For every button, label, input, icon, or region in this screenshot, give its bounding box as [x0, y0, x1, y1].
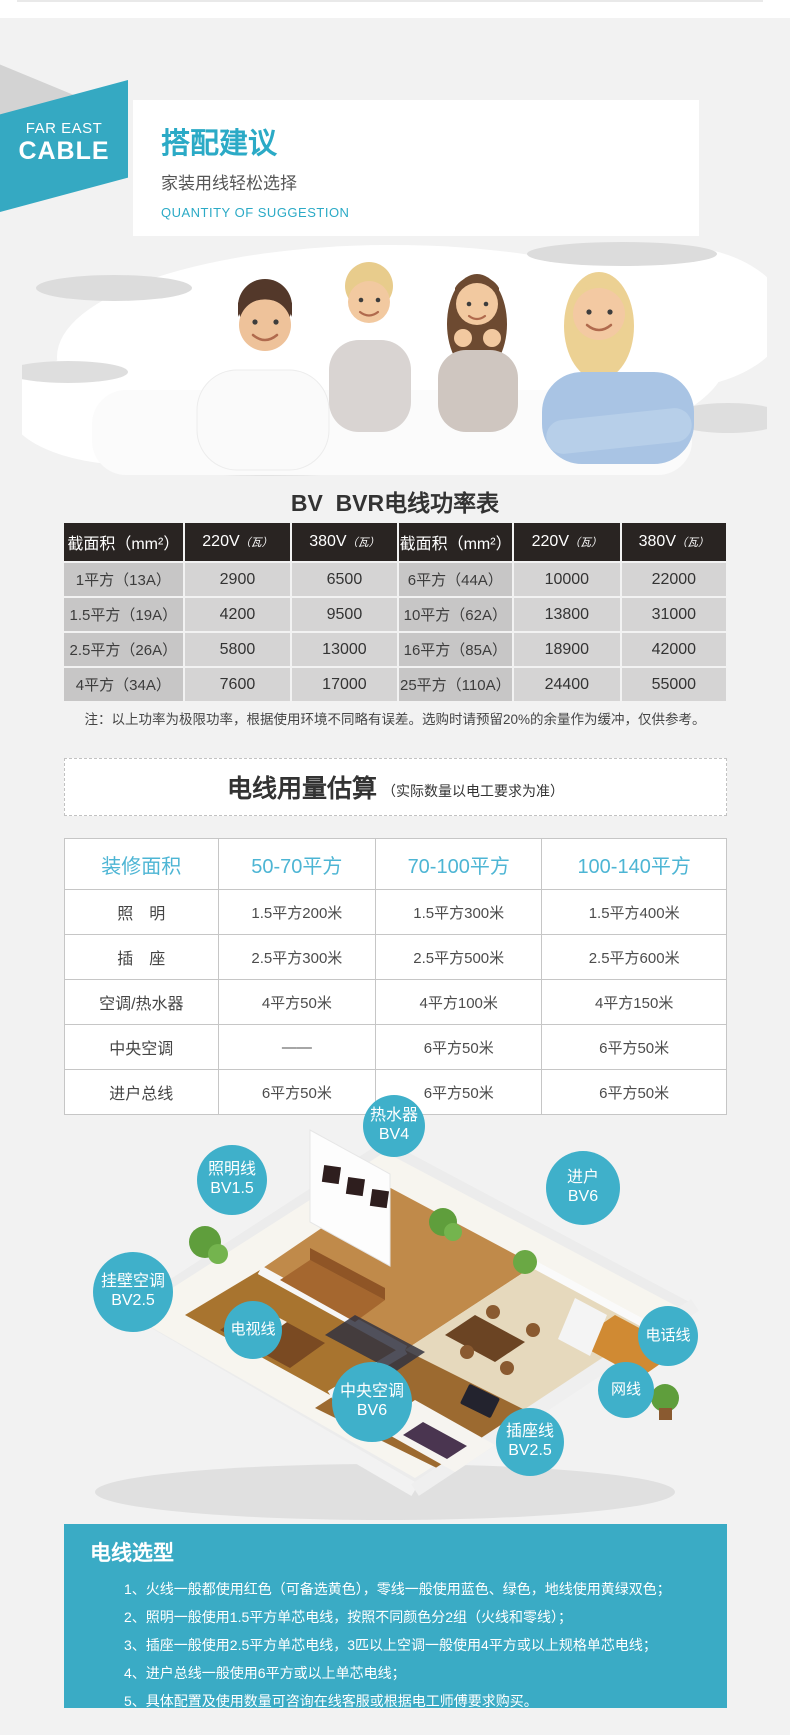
estimate-cell: 6平方50米	[541, 1024, 727, 1070]
selection-item: 2、照明一般使用1.5平方单芯电线，按照不同颜色分2组（火线和零线）；	[124, 1609, 573, 1625]
estimate-title: 电线用量估算	[226, 775, 377, 803]
badge-network-line: 网线	[598, 1362, 654, 1418]
power-value-cell: 5800	[184, 633, 291, 666]
power-col-header: 220V（瓦）	[184, 523, 291, 561]
floorplan-area: 热水器 BV4 照明线 BV1.5 进户 BV6 挂壁空调 BV2.5 电视线 电话线 网线 中央空调…	[55, 1095, 735, 1530]
power-value-cell: 31000	[621, 598, 726, 631]
estimate-cell: 4平方100米	[375, 979, 543, 1025]
power-table-row: 1.5平方（19A） 4200 9500 10平方（62A） 13800 31000	[64, 598, 726, 631]
power-col-header: 截面积（mm²）	[64, 523, 183, 561]
estimate-cell: 4平方150米	[541, 979, 727, 1025]
power-col-header: 380V（瓦）	[621, 523, 726, 561]
page-subtitle: 家装用线轻松选择	[161, 174, 297, 193]
estimate-cell: 进户总线	[64, 1069, 219, 1115]
selection-item: 1、火线一般都使用红色（可备选黄色），零线一般使用蓝色、绿色，地线使用黄绿双色；	[124, 1581, 671, 1597]
power-table-row: 4平方（34A） 7600 17000 25平方（110A） 24400 55000	[64, 668, 726, 701]
estimate-cell: ——	[217, 1024, 377, 1070]
page-tagline: QUANTITY OF SUGGESTION	[161, 205, 350, 220]
estimate-cell: 1.5平方400米	[541, 889, 727, 935]
badge-lighting: 照明线 BV1.5	[197, 1145, 267, 1215]
estimate-table-row: 空调/热水器 4平方50米 4平方100米 4平方150米	[64, 979, 727, 1025]
wire-selection-title: 电线选型	[90, 1542, 174, 1565]
estimate-table-row: 中央空调 —— 6平方50米 6平方50米	[64, 1024, 727, 1070]
power-value-cell: 13800	[514, 598, 620, 631]
wire-selection-box: 电线选型 1、火线一般都使用红色（可备选黄色），零线一般使用蓝色、绿色，地线使用…	[64, 1524, 727, 1709]
estimate-cell: 照 明	[64, 889, 219, 935]
power-header-row: 截面积（mm²） 220V（瓦） 380V（瓦） 截面积（mm²） 220V（瓦） 380…	[64, 523, 726, 561]
estimate-cell: 2.5平方500米	[375, 934, 543, 980]
power-value-cell: 22000	[621, 563, 726, 596]
power-section-cell: 2.5平方（26A）	[64, 633, 183, 666]
estimate-cell: 2.5平方300米	[217, 934, 377, 980]
top-divider	[17, 0, 763, 2]
estimate-cell: 6平方50米	[541, 1069, 727, 1115]
power-table-row: 2.5平方（26A） 5800 13000 16平方（85A） 18900 42000	[64, 633, 726, 666]
power-section-cell: 1平方（13A）	[64, 563, 183, 596]
power-table: 截面积（mm²） 220V（瓦） 380V（瓦） 截面积（mm²） 220V（瓦） 380…	[62, 521, 728, 703]
estimate-header-row: 装修面积 50-70平方 70-100平方 100-140平方	[64, 838, 727, 890]
family-photo-illustration	[22, 242, 767, 476]
badge-tv-line: 电视线	[224, 1301, 282, 1359]
estimate-table: 装修面积 50-70平方 70-100平方 100-140平方 照 明 1.5平方200…	[64, 838, 727, 1115]
power-value-cell: 55000	[621, 668, 726, 701]
estimate-cell: 4平方50米	[217, 979, 377, 1025]
power-value-cell: 24400	[514, 668, 620, 701]
selection-item: 3、插座一般使用2.5平方单芯电线，3匹以上空调一般使用4平方或以上规格单芯电线…	[124, 1637, 657, 1653]
power-value-cell: 9500	[292, 598, 397, 631]
power-value-cell: 7600	[184, 668, 291, 701]
power-section-cell: 10平方（62A）	[398, 598, 513, 631]
estimate-cell: 6平方50米	[375, 1024, 543, 1070]
power-col-header: 380V（瓦）	[292, 523, 397, 561]
floorplan-render	[95, 1129, 699, 1520]
power-value-cell: 18900	[514, 633, 620, 666]
estimate-col-header: 50-70平方	[217, 838, 377, 890]
estimate-cell: 中央空调	[64, 1024, 219, 1070]
wire-selection-list: 1、火线一般都使用红色（可备选黄色），零线一般使用蓝色、绿色，地线使用黄绿双色；…	[90, 1575, 703, 1715]
estimate-table-row: 插 座 2.5平方300米 2.5平方500米 2.5平方600米	[64, 934, 727, 980]
power-col-header: 220V（瓦）	[514, 523, 620, 561]
badge-water-heater: 热水器 BV4	[363, 1095, 425, 1157]
badge-wall-ac: 挂壁空调 BV2.5	[93, 1252, 173, 1332]
power-value-cell: 42000	[621, 633, 726, 666]
power-section-cell: 6平方（44A）	[398, 563, 513, 596]
power-value-cell: 4200	[184, 598, 291, 631]
brand-line2: CABLE	[18, 137, 110, 165]
power-section-cell: 16平方（85A）	[398, 633, 513, 666]
estimate-col-header: 100-140平方	[541, 838, 727, 890]
power-table-row: 1平方（13A） 2900 6500 6平方（44A） 10000 22000	[64, 563, 726, 596]
selection-item: 4、进户总线一般使用6平方或以上单芯电线；	[124, 1665, 406, 1681]
power-col-header: 截面积（mm²）	[398, 523, 513, 561]
estimate-table-row: 照 明 1.5平方200米 1.5平方300米 1.5平方400米	[64, 889, 727, 935]
estimate-col-header: 装修面积	[64, 838, 219, 890]
badge-socket-line: 插座线 BV2.5	[496, 1408, 564, 1476]
selection-item: 5、具体配置及使用数量可咨询在线客服或根据电工师傅要求购买。	[124, 1693, 538, 1709]
estimate-cell: 1.5平方300米	[375, 889, 543, 935]
power-table-note: 注：以上功率为极限功率，根据使用环境不同略有误差。选购时请预留20%的余量作为缓…	[84, 712, 706, 727]
badge-phone-line: 电话线	[638, 1306, 698, 1366]
badge-entry: 进户 BV6	[546, 1151, 620, 1225]
estimate-cell: 6平方50米	[217, 1069, 377, 1115]
estimate-col-header: 70-100平方	[375, 838, 543, 890]
estimate-cell: 2.5平方600米	[541, 934, 727, 980]
power-section-cell: 25平方（110A）	[398, 668, 513, 701]
power-value-cell: 6500	[292, 563, 397, 596]
estimate-cell: 插 座	[64, 934, 219, 980]
section-header-card: 搭配建议 家装用线轻松选择 QUANTITY OF SUGGESTION	[133, 100, 699, 236]
badge-central-ac: 中央空调 BV6	[332, 1362, 412, 1442]
power-section-cell: 1.5平方（19A）	[64, 598, 183, 631]
estimate-title-box: 电线用量估算 （实际数量以电工要求为准）	[64, 758, 727, 816]
power-table-title: BV BVR电线功率表	[290, 490, 500, 516]
estimate-table-row: 进户总线 6平方50米 6平方50米 6平方50米	[64, 1069, 727, 1115]
power-section-cell: 4平方（34A）	[64, 668, 183, 701]
power-value-cell: 13000	[292, 633, 397, 666]
power-value-cell: 17000	[292, 668, 397, 701]
page-title: 搭配建议	[161, 128, 278, 160]
estimate-title-note: （实际数量以电工要求为准）	[382, 782, 564, 799]
power-value-cell: 10000	[514, 563, 620, 596]
brand-line1: FAR EAST	[25, 120, 103, 137]
estimate-cell: 空调/热水器	[64, 979, 219, 1025]
power-value-cell: 2900	[184, 563, 291, 596]
estimate-cell: 1.5平方200米	[217, 889, 377, 935]
